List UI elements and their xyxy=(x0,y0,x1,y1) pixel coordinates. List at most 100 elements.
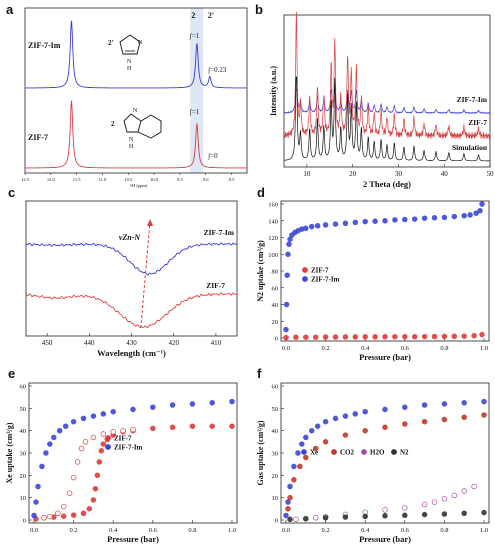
data-point xyxy=(33,499,39,505)
nmr-trace xyxy=(25,20,247,89)
data-point xyxy=(291,463,297,470)
data-point xyxy=(189,423,196,429)
data-point xyxy=(150,425,156,432)
data-point xyxy=(39,463,45,470)
data-point xyxy=(322,222,329,228)
y-axis-label: N2 uptake (cm³/g) xyxy=(256,240,265,302)
legend-marker xyxy=(302,276,308,282)
legend-label: ZIF-7-Im xyxy=(114,444,143,452)
data-point xyxy=(56,427,63,434)
x-tick-label: 10.5 xyxy=(124,177,133,182)
data-point xyxy=(285,506,291,512)
x-tick-label: 430 xyxy=(126,339,137,347)
data-point xyxy=(312,334,319,340)
data-point xyxy=(66,490,73,496)
y-tick-label: 60 xyxy=(272,285,279,292)
data-point xyxy=(332,221,339,227)
data-point xyxy=(62,423,69,429)
atom-label: H xyxy=(127,66,132,72)
x-tick-label: 450 xyxy=(42,339,53,347)
data-point xyxy=(382,513,388,519)
data-point xyxy=(55,510,61,517)
data-point xyxy=(421,418,428,425)
data-point xyxy=(471,332,477,339)
legend-marker xyxy=(361,449,367,455)
x-tick-label: 0.2 xyxy=(322,345,330,352)
data-point xyxy=(362,513,368,520)
data-point xyxy=(441,401,448,407)
panel-e: 0.0 0.2 0.4 0.6 0.8 1.0 0 10 20 30 40 50 60 Pressure … xyxy=(5,382,238,544)
data-point xyxy=(477,207,483,214)
legend-label: ZIF-7-Im xyxy=(311,276,340,284)
data-point xyxy=(461,510,467,517)
legend-marker xyxy=(331,449,337,455)
y-tick-label: 40 xyxy=(272,428,279,435)
data-point xyxy=(322,515,329,521)
data-point xyxy=(295,450,301,456)
data-point xyxy=(287,516,293,523)
series-label: ZIF-7 xyxy=(206,281,225,290)
ir-trace xyxy=(25,242,237,276)
y-axis-label: Intensity (a.u.) xyxy=(269,66,278,116)
series-label: ZIF-7 xyxy=(468,118,487,127)
y-tick-label: 80 xyxy=(272,269,279,276)
data-point xyxy=(293,516,299,523)
shift-arrow xyxy=(140,220,151,329)
data-point xyxy=(392,217,398,223)
data-point xyxy=(402,404,408,410)
peak-label: 2' xyxy=(208,11,214,20)
data-point xyxy=(352,411,359,417)
data-point xyxy=(471,483,477,490)
data-point xyxy=(451,492,458,499)
data-point xyxy=(467,212,473,218)
legend-marker xyxy=(302,267,308,273)
x-tick-label: 11.5 xyxy=(73,177,81,182)
x-tick-label: 0.8 xyxy=(440,345,448,352)
data-point xyxy=(352,219,359,226)
data-point xyxy=(96,459,103,465)
data-point xyxy=(461,212,467,219)
data-point xyxy=(402,421,408,427)
data-point xyxy=(70,474,77,481)
data-point xyxy=(31,512,37,519)
x-tick-label: 420 xyxy=(168,339,179,347)
data-point xyxy=(293,334,299,340)
data-point xyxy=(283,301,290,308)
data-point xyxy=(70,418,77,425)
data-point xyxy=(322,439,329,445)
data-point xyxy=(169,424,176,431)
plot-frame xyxy=(28,382,238,524)
panel-letter: d xyxy=(257,185,265,200)
y-tick-label: 40 xyxy=(272,302,279,309)
x-tick-label: 1.0 xyxy=(480,345,488,352)
data-point xyxy=(80,415,87,422)
data-point xyxy=(303,515,309,522)
y-tick-label: 60 xyxy=(272,384,279,391)
data-point xyxy=(372,334,378,340)
data-point xyxy=(461,400,467,406)
data-point xyxy=(342,220,349,227)
data-point xyxy=(169,402,176,408)
x-tick-label: 1.0 xyxy=(480,527,488,534)
data-point xyxy=(299,441,305,447)
y-tick-label: 20 xyxy=(20,473,27,480)
y-tick-label: 30 xyxy=(20,451,27,458)
integral-label: ∫=0.23 xyxy=(207,66,227,74)
data-point xyxy=(342,413,349,419)
ring-bond xyxy=(137,114,162,139)
data-point xyxy=(362,218,368,225)
data-point xyxy=(421,402,428,408)
data-point xyxy=(297,463,303,470)
data-point xyxy=(481,509,487,516)
y-tick-label: 0 xyxy=(23,518,26,525)
x-tick-label: 50 xyxy=(487,170,495,178)
data-point xyxy=(314,223,321,229)
data-point xyxy=(82,439,89,445)
ir-trace xyxy=(25,292,238,329)
legend-label: N2 xyxy=(400,449,409,457)
data-point xyxy=(402,333,408,340)
x-tick-label: 20 xyxy=(349,170,357,178)
data-point xyxy=(287,494,293,501)
x-tick-label: 40 xyxy=(441,170,449,178)
